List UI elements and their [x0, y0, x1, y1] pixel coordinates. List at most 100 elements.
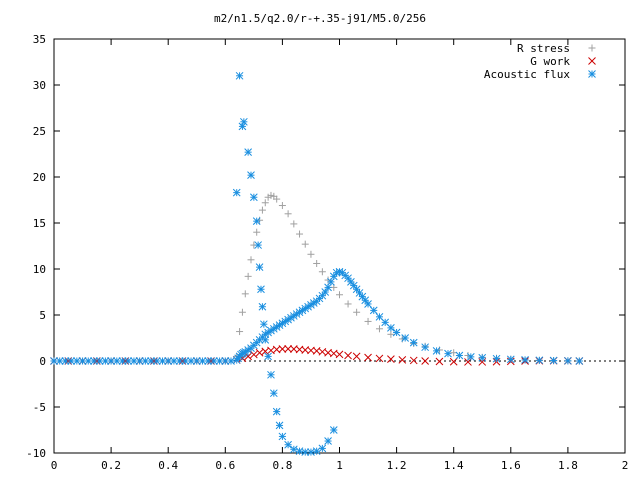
data-point: [181, 357, 190, 365]
data-point: [318, 444, 327, 453]
data-point: [449, 357, 458, 366]
data-point: [124, 357, 133, 365]
data-point: [240, 117, 248, 126]
data-point: [253, 228, 261, 236]
data-point: [254, 241, 262, 249]
data-point: [244, 272, 252, 280]
data-point: [232, 188, 241, 197]
data-point: [392, 328, 401, 337]
data-point: [267, 191, 275, 199]
data-point: [257, 285, 265, 294]
y-tick-label: -5: [33, 401, 46, 414]
data-point: [409, 356, 418, 365]
data-point: [264, 352, 272, 361]
data-point: [387, 324, 395, 332]
data-point: [575, 357, 584, 365]
data-point: [375, 312, 384, 321]
data-point: [435, 357, 444, 366]
data-point: [187, 357, 195, 365]
data-point: [349, 281, 358, 290]
data-point: [290, 220, 298, 228]
data-point: [318, 268, 326, 276]
data-point: [324, 437, 332, 445]
x-tick-label: 0.2: [101, 459, 121, 472]
data-point: [273, 195, 281, 203]
data-point: [506, 355, 515, 364]
data-point: [278, 202, 286, 210]
data-point: [252, 217, 261, 226]
y-tick-label: 20: [33, 171, 46, 184]
series-2: [50, 71, 584, 456]
data-point: [267, 370, 275, 379]
data-point: [444, 349, 452, 358]
data-point: [258, 302, 267, 311]
y-tick-label: 10: [33, 263, 46, 276]
data-point: [455, 351, 464, 360]
data-point: [329, 426, 338, 434]
data-point: [347, 278, 355, 286]
data-point: [364, 317, 372, 325]
x-tick-label: 1.2: [387, 459, 407, 472]
x-tick-label: 0.4: [158, 459, 178, 472]
data-point: [409, 338, 418, 347]
data-point: [307, 250, 315, 258]
data-point: [549, 356, 558, 365]
data-point: [344, 274, 352, 283]
data-point: [278, 345, 287, 353]
data-point: [269, 389, 278, 398]
y-tick-label: -10: [26, 447, 46, 460]
data-point: [352, 352, 361, 361]
y-tick-label: 0: [39, 355, 46, 368]
data-point: [247, 256, 255, 264]
data-point: [235, 71, 244, 80]
series-layer: [50, 71, 584, 456]
y-tick-label: 5: [39, 309, 46, 322]
data-point: [375, 354, 384, 363]
series-1: [50, 345, 584, 366]
data-point: [375, 325, 383, 333]
data-point: [210, 357, 218, 365]
data-point: [307, 448, 315, 456]
legend-marker: [588, 57, 596, 65]
data-point: [358, 292, 367, 301]
data-point: [361, 296, 370, 305]
data-point: [355, 289, 364, 297]
data-point: [478, 353, 487, 362]
data-point: [344, 351, 352, 360]
data-point: [78, 357, 87, 365]
data-point: [112, 357, 121, 365]
data-point: [564, 356, 572, 365]
data-point: [369, 306, 378, 315]
data-point: [296, 230, 304, 238]
data-point: [261, 199, 269, 207]
y-tick-label: 15: [33, 217, 46, 230]
y-tick-label: 30: [33, 79, 46, 92]
data-point: [492, 354, 501, 363]
data-point: [284, 210, 292, 218]
data-point: [249, 193, 258, 202]
data-point: [198, 357, 207, 365]
data-point: [344, 300, 352, 308]
data-point: [255, 263, 264, 272]
data-point: [387, 330, 395, 338]
data-point: [329, 272, 338, 281]
x-tick-label: 1.8: [558, 459, 578, 472]
data-point: [387, 355, 395, 364]
x-tick-label: 0.8: [272, 459, 292, 472]
data-point: [521, 356, 529, 364]
data-point: [336, 291, 343, 299]
data-point: [238, 122, 247, 131]
y-tick-label: 25: [33, 125, 46, 138]
x-tick-label: 0: [51, 459, 58, 472]
data-point: [289, 445, 298, 454]
chart-title: m2/n1.5/q2.0/r-+.35-j91/M5.0/256: [214, 12, 426, 25]
data-point: [421, 343, 430, 352]
data-point: [272, 407, 281, 416]
legend-label: G work: [530, 55, 570, 68]
data-point: [352, 285, 361, 294]
data-point: [364, 300, 372, 308]
x-tick-label: 1.6: [501, 459, 521, 472]
